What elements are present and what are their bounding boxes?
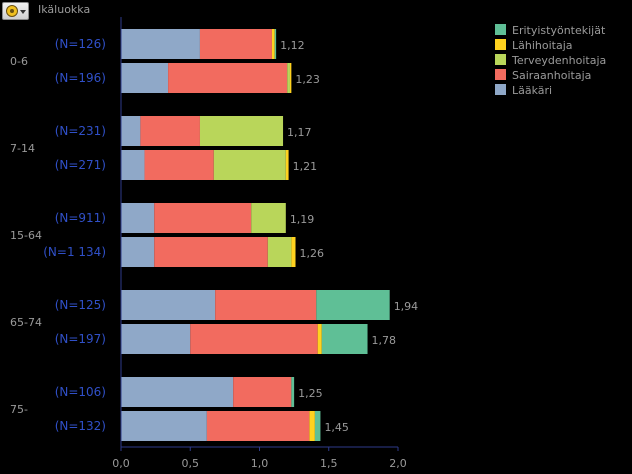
bar-segment-sairaanhoitaja (206, 411, 310, 441)
total-label: 1,94 (394, 300, 419, 313)
n-label: (N=125) (55, 298, 106, 312)
legend-swatch (495, 69, 506, 80)
n-label: (N=126) (55, 37, 106, 51)
legend-swatch (495, 84, 506, 95)
group-label-0: 0-6 (10, 55, 28, 68)
bar-segment-sairaanhoitaja (140, 116, 200, 146)
bar-segment-l-k-ri (121, 203, 155, 233)
bar-segment-terveydenhoitaja (213, 150, 286, 180)
total-label: 1,12 (280, 39, 305, 52)
total-label: 1,21 (293, 160, 318, 173)
n-label: (N=1 134) (43, 245, 106, 259)
chart-options-button[interactable] (2, 2, 29, 20)
x-tick-label: 2,0 (389, 457, 407, 470)
bar-segment-l-k-ri (121, 150, 145, 180)
group-label-3: 65-74 (10, 316, 42, 329)
x-tick-label: 1,0 (251, 457, 269, 470)
n-label: (N=106) (55, 385, 106, 399)
bar-segment-l-k-ri (121, 411, 207, 441)
chart-options-icon (6, 5, 18, 17)
legend-label: Lähihoitaja (512, 39, 573, 52)
total-label: 1,17 (287, 126, 312, 139)
group-label-1: 7-14 (10, 142, 35, 155)
n-label: (N=132) (55, 419, 106, 433)
legend-swatch (495, 54, 506, 65)
x-tick-label: 0,5 (182, 457, 200, 470)
legend-label: Lääkäri (512, 84, 552, 97)
legend-label: Terveydenhoitaja (511, 54, 606, 67)
group-label-4: 75- (10, 403, 28, 416)
bar-segment-l-hihoitaja (285, 150, 289, 180)
total-label: 1,25 (298, 387, 323, 400)
bar-segment-sairaanhoitaja (215, 290, 317, 320)
bar-segment-sairaanhoitaja (154, 203, 252, 233)
group-label-2: 15-64 (10, 229, 42, 242)
bar-segment-terveydenhoitaja (251, 203, 286, 233)
legend-swatch (495, 39, 506, 50)
bar-segment-l-hihoitaja (289, 63, 292, 93)
bar-segment-terveydenhoitaja (287, 63, 290, 93)
bar-segment-l-k-ri (121, 290, 216, 320)
n-label: (N=197) (55, 332, 106, 346)
chevron-down-icon (20, 10, 26, 14)
bar-segment-erityisty-ntekij-t (316, 290, 390, 320)
n-label: (N=196) (55, 71, 106, 85)
total-label: 1,23 (295, 73, 320, 86)
bar-segment-erityisty-ntekij-t (314, 411, 321, 441)
bar-segment-l-k-ri (121, 377, 234, 407)
total-label: 1,45 (324, 421, 349, 434)
legend-label: Sairaanhoitaja (512, 69, 591, 82)
total-label: 1,78 (372, 334, 397, 347)
bar-segment-sairaanhoitaja (168, 63, 288, 93)
x-tick-label: 0,0 (112, 457, 130, 470)
n-label: (N=231) (55, 124, 106, 138)
total-label: 1,26 (300, 247, 325, 260)
bar-segment-erityisty-ntekij-t (291, 377, 295, 407)
bar-segment-l-k-ri (121, 237, 155, 267)
x-tick-label: 1,5 (320, 457, 338, 470)
bar-segment-erityisty-ntekij-t (274, 29, 277, 59)
bar-segment-l-k-ri (121, 63, 169, 93)
n-label: (N=271) (55, 158, 106, 172)
bar-segment-l-k-ri (121, 324, 191, 354)
legend-label: Erityistyöntekijät (512, 24, 606, 37)
bar-segment-erityisty-ntekij-t (321, 324, 368, 354)
bar-segment-sairaanhoitaja (233, 377, 292, 407)
bar-segment-terveydenhoitaja (267, 237, 292, 267)
bar-segment-l-hihoitaja (291, 237, 296, 267)
total-label: 1,19 (290, 213, 315, 226)
bar-segment-l-k-ri (121, 29, 200, 59)
group-by-label: Ikäluokka (38, 3, 91, 16)
n-label: (N=911) (55, 211, 106, 225)
legend-swatch (495, 24, 506, 35)
bar-segment-l-k-ri (121, 116, 141, 146)
bar-segment-l-hihoitaja (309, 411, 315, 441)
bar-segment-terveydenhoitaja (199, 116, 284, 146)
bar-segment-sairaanhoitaja (190, 324, 318, 354)
bar-segment-sairaanhoitaja (154, 237, 268, 267)
bar-segment-l-hihoitaja (317, 324, 322, 354)
bar-segment-sairaanhoitaja (199, 29, 272, 59)
bar-segment-l-hihoitaja (271, 29, 275, 59)
bar-segment-sairaanhoitaja (144, 150, 214, 180)
